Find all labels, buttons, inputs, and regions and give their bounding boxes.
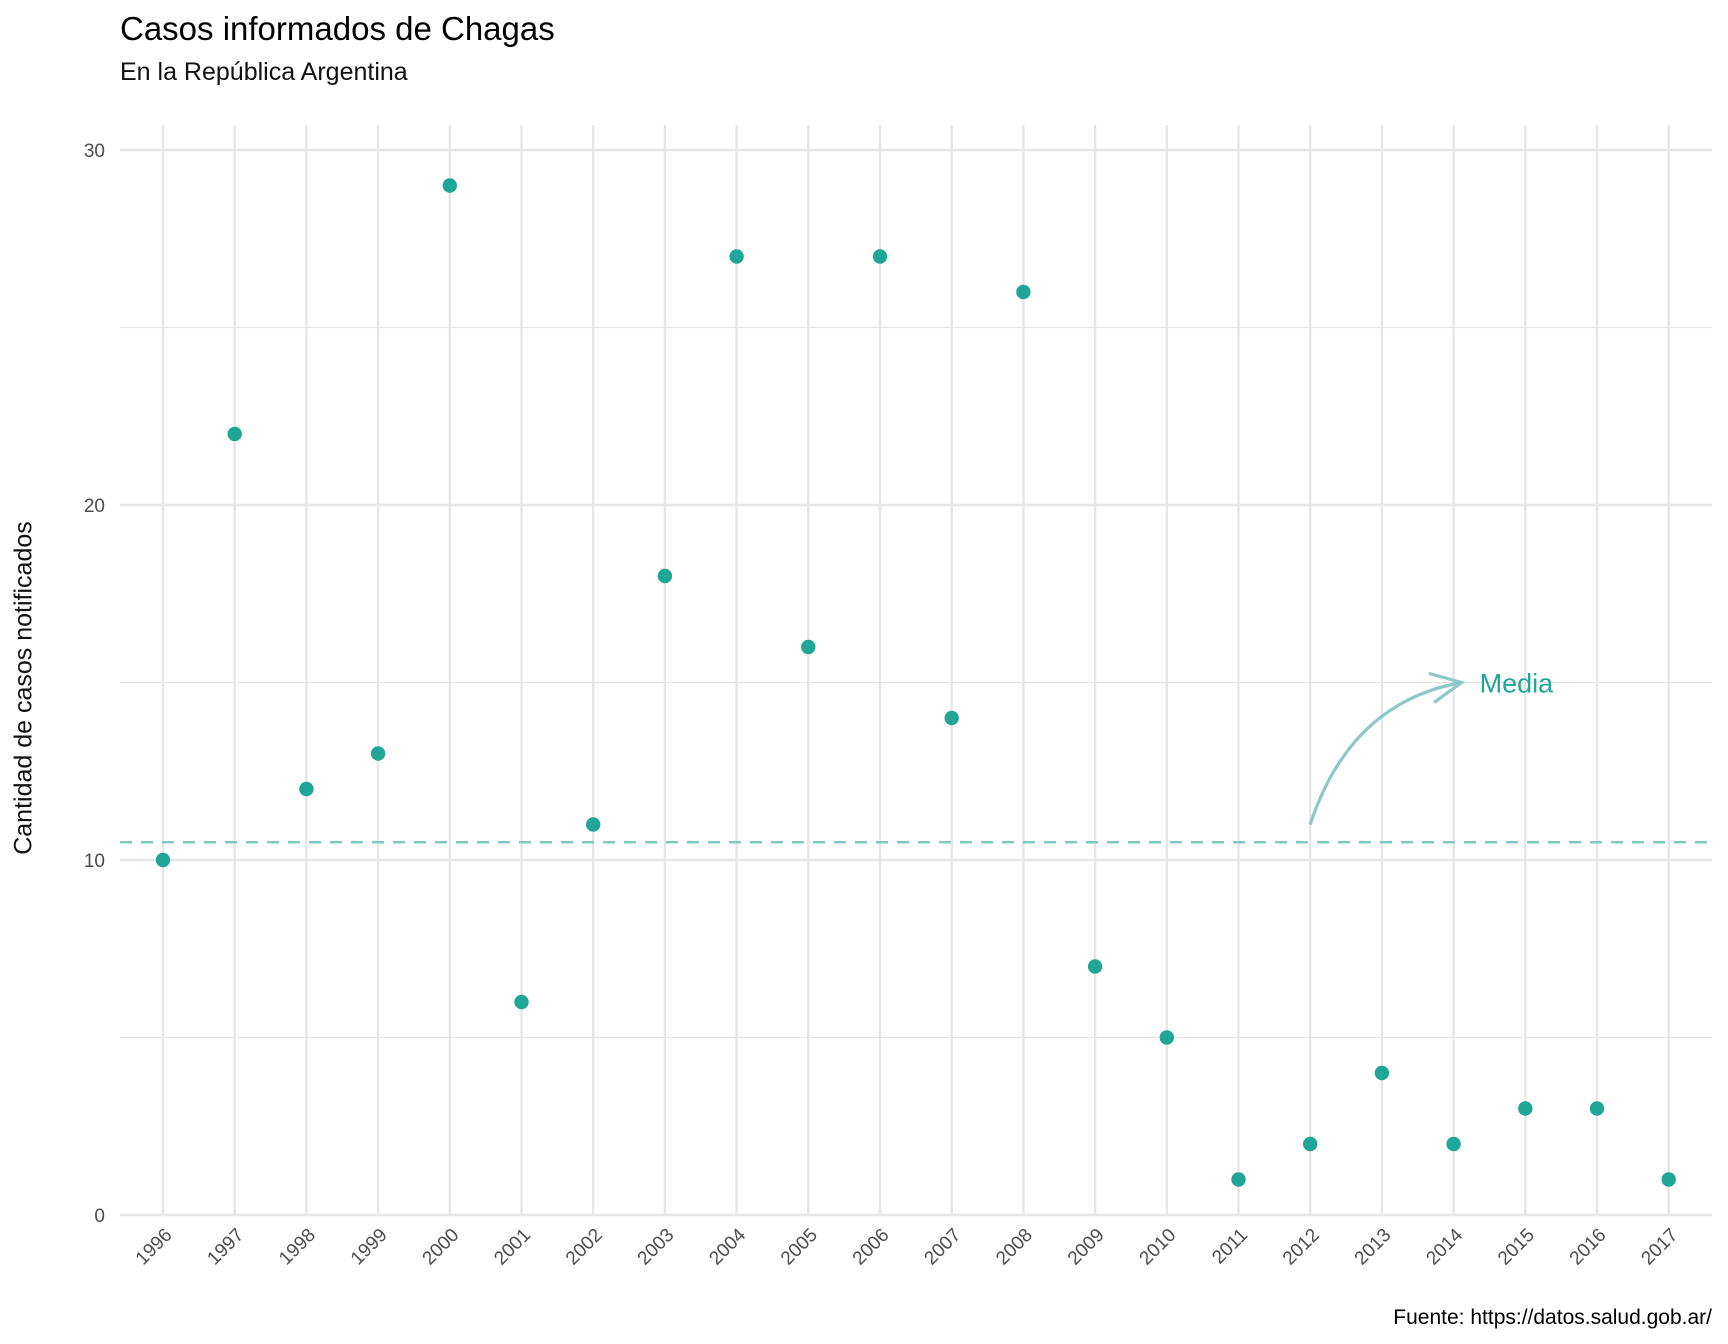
x-tick-label: 2005	[777, 1225, 822, 1270]
x-tick-label: 2007	[920, 1225, 965, 1270]
data-point	[944, 710, 959, 726]
data-point	[872, 249, 888, 264]
x-tick-label: 2011	[1208, 1225, 1252, 1269]
data-point	[1589, 1101, 1605, 1116]
data-point	[1231, 1172, 1246, 1187]
data-point	[370, 746, 386, 761]
y-tick-label: 20	[84, 496, 105, 517]
annotation-arrow	[1308, 680, 1462, 825]
grid	[120, 125, 1712, 1217]
x-tick-label: 1996	[132, 1225, 177, 1270]
data-point	[729, 249, 744, 264]
data-point	[155, 852, 171, 868]
chart-caption: Fuente: https://datos.salud.gob.ar/	[1393, 1306, 1712, 1329]
x-tick-label: 2013	[1351, 1225, 1396, 1270]
x-tick-label: 2014	[1422, 1224, 1467, 1269]
data-point	[1446, 1136, 1461, 1152]
data-point	[586, 817, 601, 832]
data-point	[1016, 284, 1031, 300]
annotation-arrowhead	[1428, 671, 1466, 704]
tick-labels: 0 10 20 30 1996 1997 1998 1999 2000 2001 2002 2003 2…	[84, 141, 1682, 1269]
data-point	[1661, 1172, 1676, 1187]
x-tick-label: 2009	[1064, 1225, 1109, 1270]
x-tick-label: 1997	[203, 1225, 248, 1270]
data-point	[1374, 1065, 1390, 1081]
data-point	[1303, 1136, 1318, 1152]
x-tick-label: 2002	[562, 1225, 607, 1270]
x-tick-label: 2016	[1566, 1225, 1611, 1270]
x-tick-label: 2012	[1279, 1225, 1324, 1270]
x-tick-label: 2010	[1136, 1225, 1181, 1270]
annotation-layer: Media	[1308, 669, 1555, 825]
data-point	[1087, 959, 1103, 974]
x-tick-label: 2008	[992, 1225, 1037, 1270]
x-tick-label: 1999	[347, 1225, 392, 1270]
data-point	[657, 568, 673, 584]
data-points	[155, 178, 1676, 1187]
x-tick-label: 2001	[490, 1225, 535, 1270]
x-tick-label: 1998	[275, 1225, 320, 1270]
y-tick-label: 0	[94, 1206, 105, 1227]
data-point	[1159, 1030, 1175, 1045]
x-tick-label: 2004	[705, 1224, 750, 1269]
chart-title: Casos informados de Chagas	[120, 10, 555, 47]
y-tick-label: 30	[84, 141, 105, 162]
x-tick-label: 2015	[1494, 1225, 1539, 1270]
x-tick-label: 2006	[849, 1225, 894, 1270]
x-tick-label: 2000	[419, 1225, 464, 1270]
data-point	[227, 426, 242, 442]
data-point	[442, 178, 457, 193]
data-point	[514, 994, 529, 1010]
chart-subtitle: En la República Argentina	[120, 58, 408, 86]
data-point	[299, 781, 314, 797]
annotation-label: Media	[1480, 669, 1555, 699]
data-point	[1518, 1101, 1533, 1116]
x-tick-label: 2003	[634, 1225, 679, 1270]
x-tick-label: 2017	[1637, 1225, 1682, 1270]
data-point	[801, 639, 816, 655]
y-tick-label: 10	[84, 851, 105, 872]
